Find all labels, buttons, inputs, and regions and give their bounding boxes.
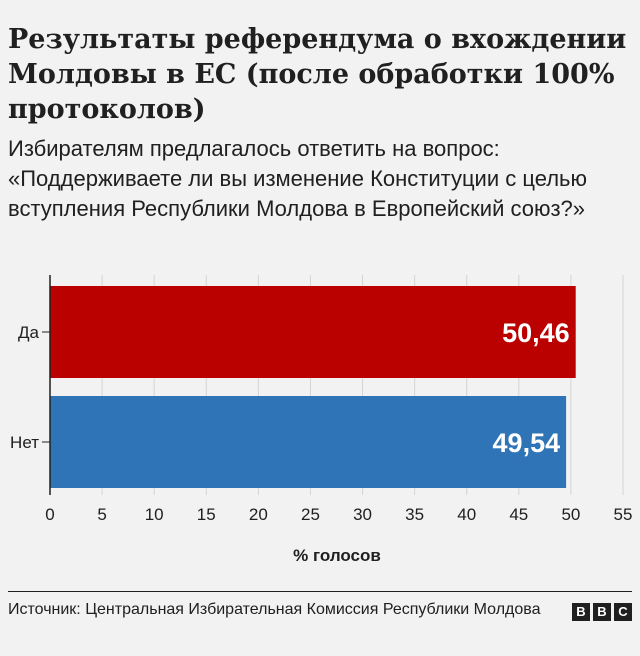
category-label: Нет: [10, 433, 39, 452]
x-tick-label: 30: [353, 505, 372, 524]
source-note: Источник: Центральная Избирательная Коми…: [8, 601, 541, 618]
bbc-logo-letter: B: [572, 603, 590, 621]
x-tick-label: 0: [45, 505, 54, 524]
bbc-logo-letter: C: [614, 603, 632, 621]
axes: Да Нет 0 5 10 15 20 25 30 35 40 45 50 55: [10, 275, 632, 524]
x-tick-label: 45: [509, 505, 528, 524]
x-tick-label: 25: [301, 505, 320, 524]
bbc-logo: B B C: [572, 603, 632, 621]
footer-divider: [8, 591, 632, 592]
x-tick-label: 55: [614, 505, 633, 524]
chart-title: Результаты референдума о вхождении Молдо…: [8, 24, 627, 125]
bars: 50,46 49,54: [50, 286, 576, 488]
category-label: Да: [18, 323, 40, 342]
bar: [50, 396, 567, 488]
chart-subtitle: Избирателям предлагалось ответить на воп…: [8, 136, 588, 221]
x-tick-label: 10: [145, 505, 164, 524]
x-tick-label: 35: [405, 505, 424, 524]
x-tick-label: 40: [457, 505, 476, 524]
x-tick-label: 50: [561, 505, 580, 524]
x-tick-label: 5: [97, 505, 106, 524]
x-tick-label: 15: [197, 505, 216, 524]
bar: [50, 286, 576, 378]
bar-value-label: 50,46: [502, 318, 570, 348]
bar-value-label: 49,54: [493, 428, 561, 458]
x-axis-label: % голосов: [293, 546, 381, 565]
bbc-logo-letter: B: [593, 603, 611, 621]
bar-chart: 50,46 49,54 Да Нет 0 5 10 15 20 25 30 35 40 45 50 55 %…: [10, 275, 632, 565]
x-tick-label: 20: [249, 505, 268, 524]
